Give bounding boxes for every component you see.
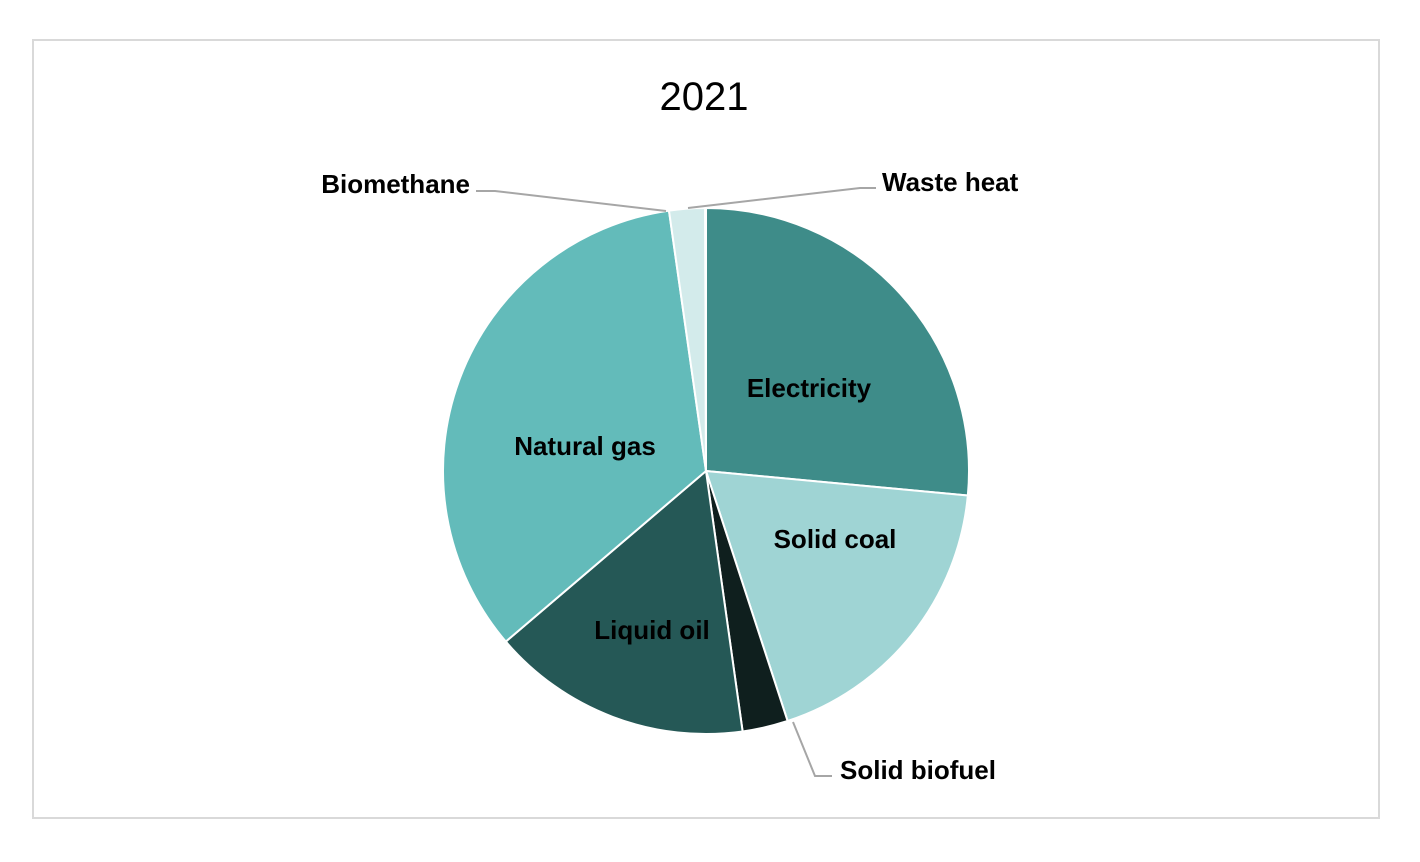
pie-slices	[442, 206, 970, 735]
slice-labels: Electricity Solid coal Solid biofuel Liquid…	[321, 167, 1018, 785]
pie-slice-solid-coal	[704, 469, 969, 723]
slice-label-liquid-oil: Liquid oil	[594, 615, 710, 645]
pie-slice-electricity	[705, 206, 970, 497]
pie-slice-waste-heat	[704, 206, 707, 472]
slice-label-solid-biofuel: Solid biofuel	[840, 755, 996, 785]
slice-label-biomethane: Biomethane	[321, 169, 470, 199]
leader-lines	[476, 187, 876, 777]
slice-label-electricity: Electricity	[747, 373, 872, 403]
leader-line-waste-heat	[687, 187, 876, 209]
leader-line-biomethane	[476, 190, 667, 212]
chart-title: 2021	[660, 75, 749, 119]
leader-line-solid-biofuel	[792, 721, 832, 777]
slice-label-waste-heat: Waste heat	[882, 167, 1019, 197]
slice-label-solid-coal: Solid coal	[774, 524, 897, 554]
pie-slice-liquid-oil	[504, 469, 744, 735]
pie-slice-natural-gas	[442, 209, 708, 643]
slice-label-natural-gas: Natural gas	[514, 431, 656, 461]
